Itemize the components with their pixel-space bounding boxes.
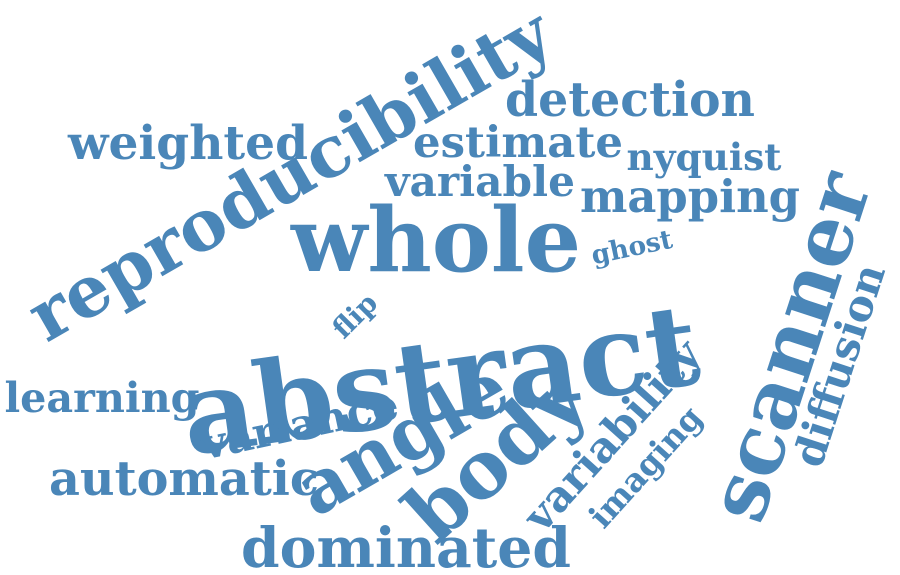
word-whole: whole (291, 187, 581, 292)
word-variable: variable (385, 156, 575, 206)
word-mapping: mapping (580, 169, 800, 223)
word-detection: detection (505, 72, 755, 128)
word-learning: learning (4, 372, 200, 422)
word-automatic: automatic (49, 451, 319, 507)
word-estimate: estimate (413, 116, 623, 168)
word-ghost: ghost (588, 223, 676, 272)
word-dominated: dominated (241, 515, 572, 575)
word-nyquist: nyquist (626, 134, 782, 179)
word-weighted: weighted (68, 115, 308, 171)
